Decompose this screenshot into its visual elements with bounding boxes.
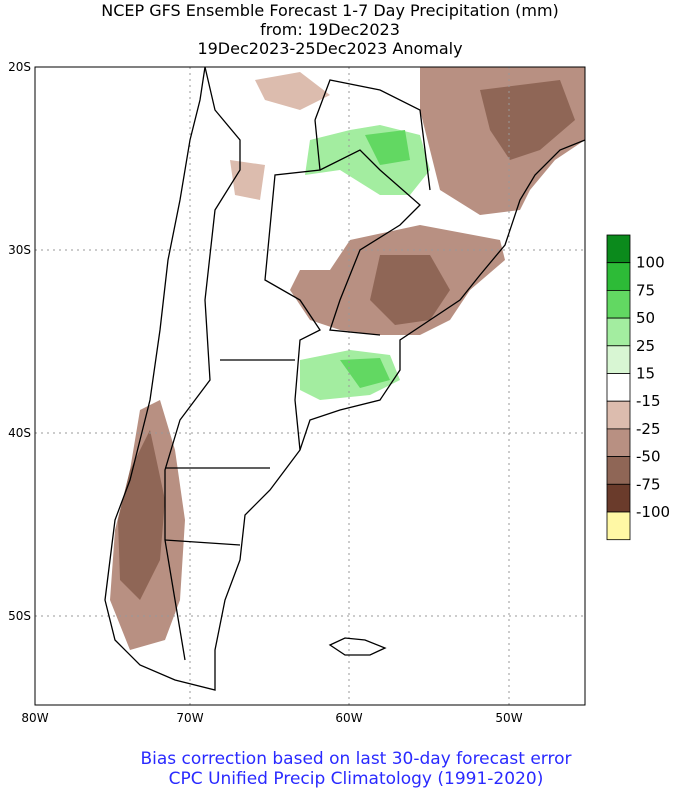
- legend-label: 25: [636, 337, 655, 355]
- legend-label: -100: [636, 503, 670, 521]
- lon-label: 80W: [21, 711, 48, 725]
- legend-label: -15: [636, 392, 661, 410]
- footer-line: CPC Unified Precip Climatology (1991-202…: [169, 769, 544, 789]
- anomaly-shading: [110, 67, 585, 650]
- lat-label: 50S: [8, 609, 31, 623]
- legend-swatch: [606, 234, 631, 264]
- legend-label: 100: [636, 254, 665, 272]
- lon-label: 70W: [176, 711, 203, 725]
- lon-label: 60W: [335, 711, 362, 725]
- lat-label: 40S: [8, 426, 31, 440]
- legend-label: 75: [636, 281, 655, 299]
- lon-label: 50W: [495, 711, 522, 725]
- legend-label: -75: [636, 475, 661, 493]
- coastline: [104, 66, 586, 691]
- legend-label: 15: [636, 365, 655, 383]
- legend-swatch: [606, 262, 631, 291]
- legend-swatch: [606, 456, 631, 485]
- legend-label: -50: [636, 448, 661, 466]
- legend-swatch: [606, 428, 631, 457]
- legend-swatch: [606, 289, 631, 319]
- legend-label: 50: [636, 309, 655, 327]
- legend-swatch: [606, 317, 631, 347]
- map-frame: [34, 66, 586, 706]
- title-line: 19Dec2023-25Dec2023 Anomaly: [197, 39, 462, 58]
- legend-swatch: [606, 483, 631, 513]
- title-line: from: 19Dec2023: [260, 20, 400, 39]
- legend-swatch: [606, 400, 631, 430]
- footer-line: Bias correction based on last 30-day for…: [140, 749, 571, 769]
- lat-label: 20S: [8, 60, 31, 74]
- lat-label: 30S: [8, 243, 31, 257]
- legend-swatch: [606, 373, 631, 402]
- legend-swatch: [606, 345, 631, 374]
- legend-swatch: [606, 511, 631, 541]
- title-line: NCEP GFS Ensemble Forecast 1-7 Day Preci…: [101, 1, 559, 20]
- legend-label: -25: [636, 420, 661, 438]
- graticule: [35, 67, 585, 705]
